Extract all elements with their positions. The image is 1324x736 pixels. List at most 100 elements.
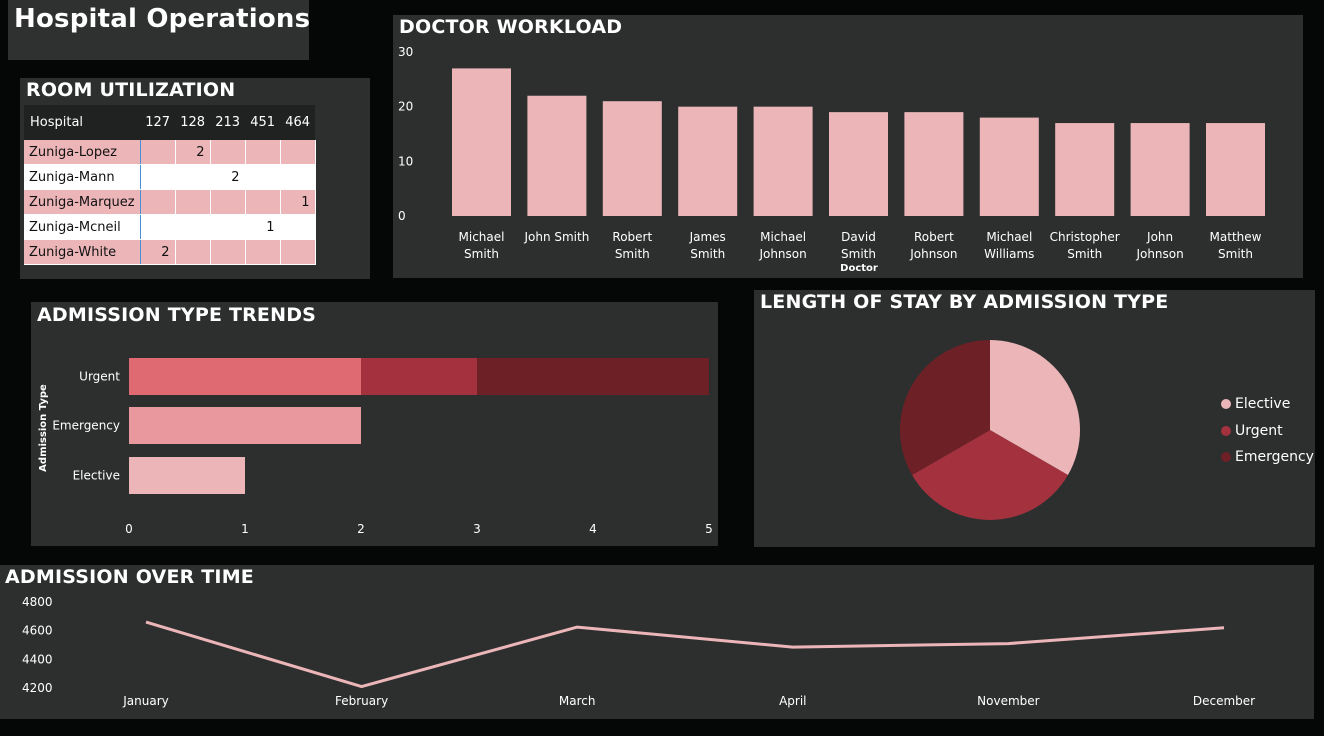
room-cell: 1: [280, 189, 316, 215]
x-tick-label: John Smith: [523, 230, 589, 244]
room-utilization-panel: ROOM UTILIZATION Hospital 127 128 213 45…: [20, 78, 370, 279]
table-row[interactable]: Zuniga-White 2: [24, 239, 316, 265]
room-cell: [175, 189, 211, 215]
x-tick-label: 2: [357, 522, 365, 536]
bar-segment: [129, 457, 245, 494]
x-tick-label: April: [779, 694, 806, 708]
bar: [829, 112, 888, 216]
x-tick-label: Christopher Smith: [1050, 230, 1120, 261]
room-col-header-464[interactable]: 464: [280, 105, 316, 140]
room-utilization-title: ROOM UTILIZATION: [26, 79, 236, 101]
room-col-header-hospital[interactable]: Hospital: [24, 105, 141, 140]
x-tick-label: November: [977, 694, 1039, 708]
y-tick-label: 10: [398, 154, 413, 168]
admission-trends-chart: Urgent Emergency Elective 0 1 2 3 4 5 Admission T…: [38, 358, 713, 536]
legend-swatch: [1221, 426, 1231, 436]
bar-segment: [129, 358, 361, 395]
admission-over-time-panel: ADMISSION OVER TIME 4200 4400 4600 4800 Janu…: [0, 565, 1314, 719]
x-axis-label: Doctor: [840, 263, 878, 274]
room-cell: [140, 214, 176, 240]
y-tick-label: Emergency: [52, 419, 120, 433]
bar: [527, 95, 587, 216]
pie-slice: [990, 340, 1080, 475]
y-tick-label: 0: [398, 209, 406, 223]
room-col-header-451[interactable]: 451: [245, 105, 281, 140]
legend-label: Urgent: [1235, 423, 1283, 439]
x-tick-label: Michael Johnson: [758, 230, 806, 261]
legend-item-elective[interactable]: Elective: [1221, 396, 1290, 412]
table-row[interactable]: Zuniga-Lopez 2: [24, 140, 316, 165]
legend-label: Emergency: [1235, 449, 1314, 465]
legend-label: Elective: [1235, 396, 1291, 412]
y-tick-label: 4200: [22, 681, 53, 695]
doctor-workload-panel: DOCTOR WORKLOAD 0 10 20 30 Michael Smith John …: [393, 15, 1303, 278]
room-cell: [175, 164, 211, 190]
room-cell: [245, 239, 281, 265]
room-cell: [210, 189, 246, 215]
admission-over-time-title: ADMISSION OVER TIME: [5, 566, 254, 588]
x-tick-label: John Johnson: [1135, 230, 1183, 261]
table-row[interactable]: Zuniga-Mcneil 1: [24, 214, 316, 240]
bar: [1055, 123, 1115, 216]
room-col-header-127[interactable]: 127: [140, 105, 176, 140]
room-col-header-213[interactable]: 213: [210, 105, 246, 140]
table-row[interactable]: Zuniga-Marquez 1: [24, 189, 316, 215]
room-cell: [280, 214, 316, 240]
admission-trends-panel: ADMISSION TYPE TRENDS Urgent Emergency Ele…: [31, 302, 718, 546]
admission-trends-title: ADMISSION TYPE TRENDS: [37, 304, 317, 326]
room-cell: [140, 189, 176, 215]
room-cell: 2: [175, 140, 211, 165]
bar-segment: [129, 407, 361, 444]
bar: [452, 68, 511, 217]
x-tick-label: David Smith: [841, 230, 876, 261]
x-tick-label: January: [122, 694, 169, 708]
legend-swatch: [1221, 399, 1231, 409]
room-cell: [210, 214, 246, 240]
x-tick-label: December: [1193, 694, 1255, 708]
x-tick-label: 1: [241, 522, 249, 536]
x-tick-label: Robert Smith: [612, 230, 652, 261]
room-row-hospital: Zuniga-Lopez: [24, 140, 141, 165]
x-tick-label: 0: [125, 522, 133, 536]
table-row[interactable]: Zuniga-Mann 2: [24, 164, 316, 190]
room-row-hospital: Zuniga-Mcneil: [24, 214, 141, 240]
room-cell: [280, 140, 316, 165]
room-utilization-table: Hospital 127 128 213 451 464 Zuniga-Lope…: [24, 105, 316, 265]
bar: [753, 106, 813, 216]
legend-item-urgent[interactable]: Urgent: [1221, 423, 1283, 439]
room-cell: 1: [245, 214, 281, 240]
bar: [1130, 123, 1190, 216]
room-cell: [280, 239, 316, 265]
y-tick-label: Urgent: [79, 370, 120, 384]
bar: [678, 106, 738, 216]
room-row-hospital: Zuniga-White: [24, 239, 141, 265]
room-row-hospital: Zuniga-Mann: [24, 164, 141, 190]
y-tick-label: 4400: [22, 652, 53, 666]
room-cell: [175, 239, 211, 265]
length-of-stay-chart: [900, 340, 1080, 520]
x-tick-label: James Smith: [689, 230, 726, 261]
y-tick-label: Elective: [73, 469, 120, 483]
bar-segment: [361, 358, 477, 395]
room-cell: [210, 239, 246, 265]
dashboard-title-panel: Hospital Operations: [8, 0, 310, 60]
bar-segment: [477, 358, 709, 395]
pie-slice: [900, 340, 990, 475]
room-cell: [175, 214, 211, 240]
x-tick-label: March: [559, 694, 596, 708]
room-col-header-128[interactable]: 128: [175, 105, 211, 140]
room-table-header: Hospital 127 128 213 451 464: [24, 105, 316, 140]
legend-swatch: [1221, 452, 1231, 462]
bar: [904, 112, 964, 216]
bar: [979, 117, 1039, 216]
y-tick-label: 30: [398, 45, 413, 59]
length-of-stay-panel: LENGTH OF STAY BY ADMISSION TYPE Electiv…: [754, 290, 1315, 547]
x-tick-label: 3: [473, 522, 481, 536]
x-tick-label: Robert Johnson: [909, 230, 957, 261]
legend-item-emergency[interactable]: Emergency: [1221, 449, 1314, 465]
room-cell: [245, 140, 281, 165]
series-line: [145, 620, 1225, 689]
y-axis-label: Admission Type: [38, 384, 49, 472]
room-cell: [245, 164, 281, 190]
room-cell: [280, 164, 316, 190]
